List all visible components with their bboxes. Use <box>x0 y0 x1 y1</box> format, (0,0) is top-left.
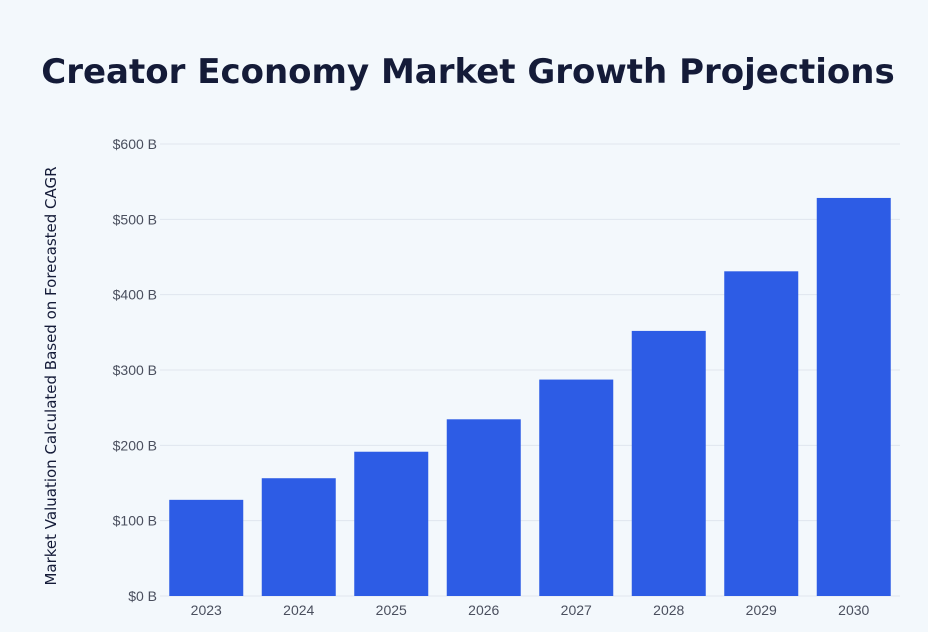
bar-2023 <box>169 499 244 596</box>
y-tick-label: $300 B <box>113 362 157 378</box>
bar-2028 <box>631 330 706 596</box>
bar-2030 <box>816 197 891 596</box>
y-tick-label: $0 B <box>128 588 157 604</box>
bar-2029 <box>724 271 799 596</box>
bar-2026 <box>446 419 521 596</box>
x-tick-label: 2026 <box>468 602 499 618</box>
y-tick-label: $500 B <box>113 211 157 227</box>
x-tick-label: 2023 <box>191 602 222 618</box>
bar-2027 <box>539 379 614 596</box>
y-tick-label: $400 B <box>113 287 157 303</box>
x-tick-label: 2029 <box>746 602 777 618</box>
x-tick-label: 2025 <box>376 602 407 618</box>
y-axis-ticks: $0 B $100 B $200 B $300 B $400 B $500 B $600 B <box>113 136 157 604</box>
x-tick-label: 2027 <box>561 602 592 618</box>
y-axis-label: Market Valuation Calculated Based on For… <box>42 166 60 585</box>
x-tick-label: 2030 <box>838 602 869 618</box>
chart-title: Creator Economy Market Growth Projection… <box>41 52 894 92</box>
y-tick-label: $200 B <box>113 437 157 453</box>
bar-2024 <box>261 478 336 596</box>
y-tick-label: $600 B <box>113 136 157 152</box>
x-tick-label: 2024 <box>283 602 314 618</box>
x-tick-label: 2028 <box>653 602 684 618</box>
bar-2025 <box>354 451 429 596</box>
x-axis-ticks: 2023 2024 2025 2026 2027 2028 2029 2030 <box>191 602 870 618</box>
y-tick-label: $100 B <box>113 513 157 529</box>
bars <box>169 197 891 596</box>
